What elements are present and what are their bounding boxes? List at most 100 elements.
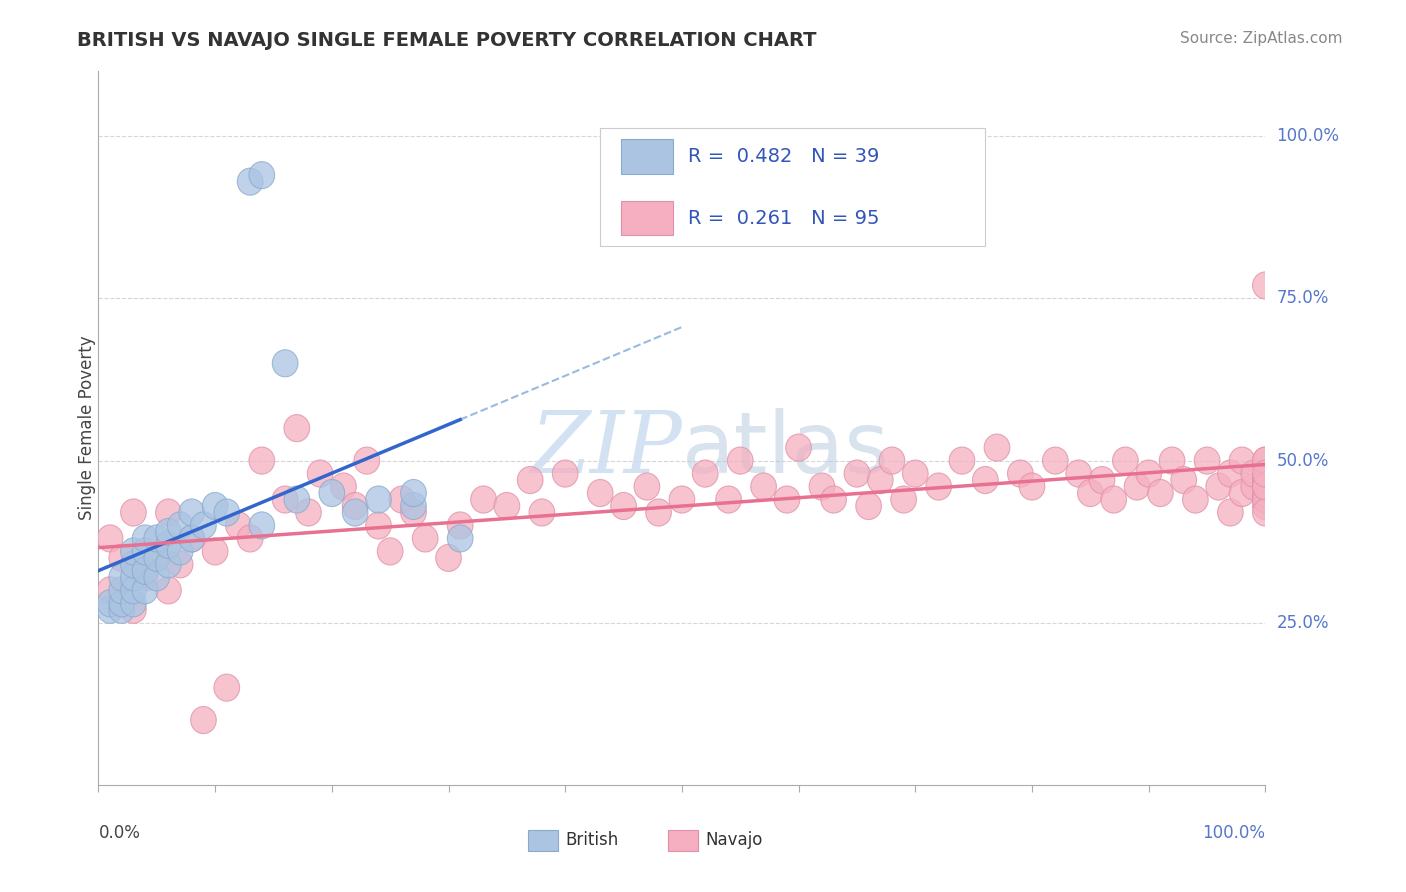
Ellipse shape <box>808 473 835 500</box>
Ellipse shape <box>1241 473 1267 500</box>
Ellipse shape <box>1253 272 1278 299</box>
Ellipse shape <box>191 512 217 539</box>
Ellipse shape <box>366 512 391 539</box>
FancyBboxPatch shape <box>668 830 699 851</box>
Ellipse shape <box>179 524 205 552</box>
Ellipse shape <box>1253 447 1278 475</box>
Ellipse shape <box>412 524 439 552</box>
Ellipse shape <box>1253 499 1278 526</box>
Ellipse shape <box>984 434 1010 461</box>
Ellipse shape <box>1194 447 1220 475</box>
Ellipse shape <box>156 551 181 578</box>
Ellipse shape <box>121 538 146 565</box>
Ellipse shape <box>156 499 181 526</box>
Ellipse shape <box>727 447 754 475</box>
Ellipse shape <box>669 486 695 513</box>
Text: 50.0%: 50.0% <box>1277 451 1329 469</box>
Ellipse shape <box>973 467 998 493</box>
Ellipse shape <box>1101 486 1126 513</box>
FancyBboxPatch shape <box>527 830 558 851</box>
Text: 25.0%: 25.0% <box>1277 614 1329 632</box>
Ellipse shape <box>121 551 146 578</box>
Ellipse shape <box>821 486 846 513</box>
Text: 100.0%: 100.0% <box>1202 824 1265 842</box>
Ellipse shape <box>121 564 146 591</box>
Ellipse shape <box>108 590 135 617</box>
Ellipse shape <box>1229 447 1256 475</box>
Ellipse shape <box>553 460 578 487</box>
Ellipse shape <box>1019 473 1045 500</box>
FancyBboxPatch shape <box>621 201 672 235</box>
Ellipse shape <box>143 564 170 591</box>
Ellipse shape <box>1253 473 1278 500</box>
Ellipse shape <box>1042 447 1069 475</box>
Ellipse shape <box>401 499 426 526</box>
Ellipse shape <box>868 467 893 493</box>
Ellipse shape <box>249 512 274 539</box>
Ellipse shape <box>132 564 157 591</box>
Ellipse shape <box>97 524 122 552</box>
Ellipse shape <box>903 460 928 487</box>
Ellipse shape <box>202 492 228 519</box>
Ellipse shape <box>1125 473 1150 500</box>
Ellipse shape <box>588 480 613 507</box>
Ellipse shape <box>121 499 146 526</box>
Ellipse shape <box>249 161 274 189</box>
Text: ZIP: ZIP <box>530 409 682 491</box>
Ellipse shape <box>751 473 776 500</box>
Y-axis label: Single Female Poverty: Single Female Poverty <box>79 336 96 520</box>
Ellipse shape <box>132 558 157 584</box>
Ellipse shape <box>645 499 672 526</box>
Ellipse shape <box>494 492 520 519</box>
Ellipse shape <box>891 486 917 513</box>
FancyBboxPatch shape <box>621 139 672 174</box>
Ellipse shape <box>529 499 555 526</box>
Ellipse shape <box>225 512 252 539</box>
Text: 75.0%: 75.0% <box>1277 289 1329 308</box>
Ellipse shape <box>1008 460 1033 487</box>
Ellipse shape <box>1136 460 1161 487</box>
Ellipse shape <box>108 544 135 572</box>
Ellipse shape <box>132 524 157 552</box>
Ellipse shape <box>786 434 811 461</box>
Ellipse shape <box>273 350 298 376</box>
Ellipse shape <box>1112 447 1139 475</box>
Ellipse shape <box>471 486 496 513</box>
Ellipse shape <box>1253 460 1278 487</box>
Ellipse shape <box>202 538 228 565</box>
Ellipse shape <box>366 486 391 513</box>
Ellipse shape <box>214 674 239 701</box>
Text: 0.0%: 0.0% <box>98 824 141 842</box>
Ellipse shape <box>143 544 170 572</box>
Ellipse shape <box>1147 480 1173 507</box>
Ellipse shape <box>108 577 135 604</box>
Ellipse shape <box>775 486 800 513</box>
Ellipse shape <box>1077 480 1104 507</box>
Ellipse shape <box>167 538 193 565</box>
Text: British: British <box>565 831 619 849</box>
Ellipse shape <box>284 486 309 513</box>
Ellipse shape <box>436 544 461 572</box>
Ellipse shape <box>108 596 135 624</box>
FancyBboxPatch shape <box>600 128 986 246</box>
Ellipse shape <box>167 551 193 578</box>
Ellipse shape <box>1206 473 1232 500</box>
Ellipse shape <box>97 577 122 604</box>
Text: R =  0.261   N = 95: R = 0.261 N = 95 <box>688 209 879 227</box>
Ellipse shape <box>156 518 181 546</box>
Ellipse shape <box>1253 467 1278 493</box>
Ellipse shape <box>121 577 146 604</box>
Ellipse shape <box>330 473 356 500</box>
Ellipse shape <box>143 524 170 552</box>
Ellipse shape <box>377 538 404 565</box>
Ellipse shape <box>879 447 905 475</box>
Ellipse shape <box>238 168 263 195</box>
Ellipse shape <box>342 492 368 519</box>
Ellipse shape <box>121 596 146 624</box>
Ellipse shape <box>97 596 122 624</box>
Ellipse shape <box>1159 447 1185 475</box>
Ellipse shape <box>342 499 368 526</box>
Ellipse shape <box>354 447 380 475</box>
Ellipse shape <box>167 512 193 539</box>
Ellipse shape <box>214 499 239 526</box>
